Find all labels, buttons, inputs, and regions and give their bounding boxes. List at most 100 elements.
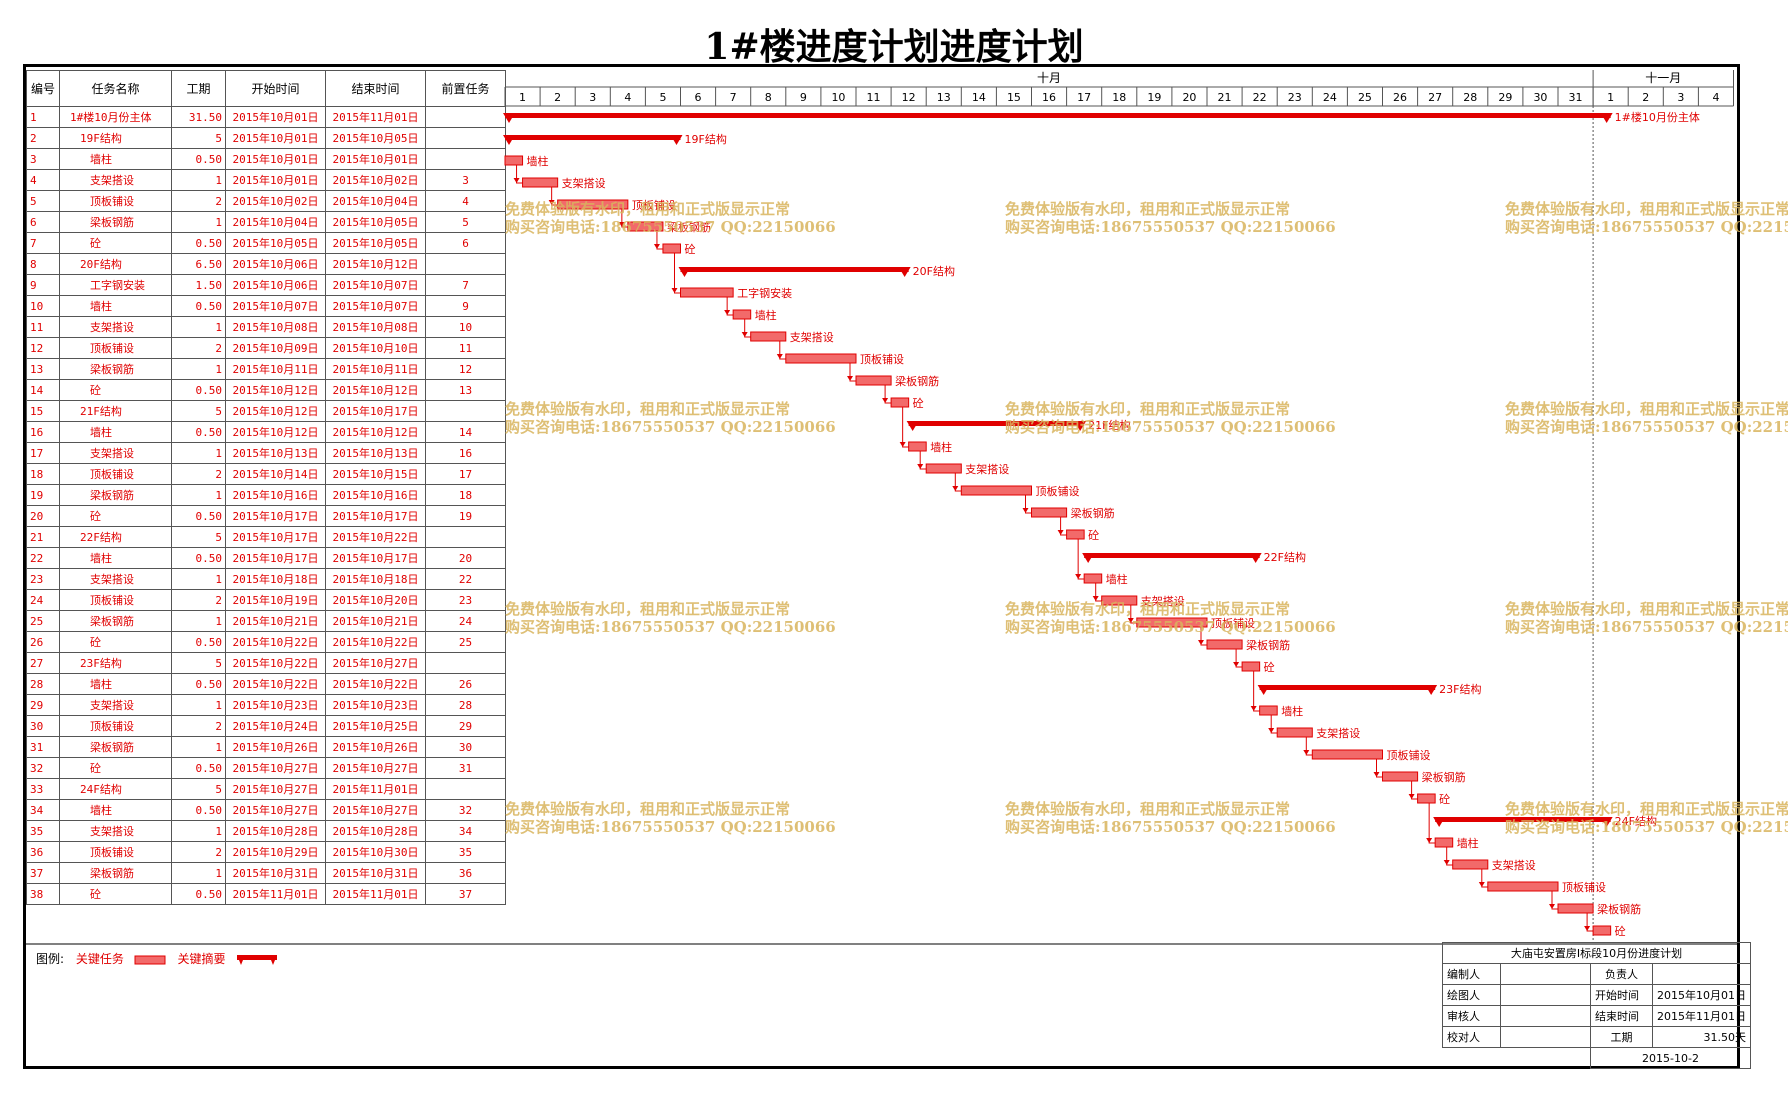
dependency-line [902, 407, 909, 448]
day-tick-label: 23 [1288, 91, 1302, 104]
task-start-cell: 2015年10月07日 [225, 295, 326, 317]
task-bar [1136, 617, 1208, 628]
dependency-arrowhead [1584, 926, 1591, 931]
task-id-cell: 13 [26, 358, 60, 380]
table-row: 33 24F结构 5 2015年10月27日 2015年11月01日 [26, 778, 506, 800]
task-pred-cell: 37 [425, 883, 506, 905]
summary-cap-end [1425, 685, 1438, 695]
task-bar [1241, 661, 1261, 672]
summary-bar [1435, 817, 1611, 822]
bar-label: 梁板钢筋 [1597, 902, 1641, 916]
day-tick-label: 24 [1323, 91, 1337, 104]
task-start-cell: 2015年10月01日 [225, 148, 326, 170]
table-row: 19 梁板钢筋 1 2015年10月16日 2015年10月16日 18 [26, 484, 506, 506]
task-name-cell: 支架搭设 [59, 694, 172, 716]
day-tick-label: 21 [1218, 91, 1232, 104]
table-row: 32 砼 0.50 2015年10月27日 2015年10月27日 31 [26, 757, 506, 779]
task-table: 编号 任务名称 工期 开始时间 结束时间 前置任务 1 1#楼10月份主体 31.5… [26, 70, 506, 905]
task-id-cell: 38 [26, 883, 60, 905]
summary-cap-end [1249, 553, 1262, 563]
task-bar [557, 199, 629, 210]
task-name-cell: 墙柱 [59, 547, 172, 569]
day-tick-label: 12 [902, 91, 916, 104]
task-start-cell: 2015年10月08日 [225, 316, 326, 338]
info-start: 2015年10月01日 [1652, 984, 1751, 1006]
summary-cap-end [670, 135, 683, 145]
bar-label: 顶板铺设 [860, 352, 904, 366]
task-duration-cell: 0.50 [171, 883, 226, 905]
summary-bar [908, 421, 1085, 426]
day-tick-label: 30 [1533, 91, 1547, 104]
task-end-cell: 2015年11月01日 [325, 883, 426, 905]
info-checker [1500, 1026, 1591, 1048]
task-name-cell: 墙柱 [59, 673, 172, 695]
dependency-arrowhead [1478, 882, 1485, 887]
task-bar [1031, 507, 1068, 518]
task-bar [504, 155, 524, 166]
month-label: 十月 [1037, 71, 1061, 85]
task-bar [1259, 705, 1278, 716]
bar-label: 顶板铺设 [1036, 484, 1080, 498]
info-drafter-label: 绘图人 [1442, 984, 1501, 1006]
task-bar [750, 331, 787, 342]
day-tick-label: 14 [972, 91, 986, 104]
dependency-arrowhead [724, 310, 731, 315]
table-row: 4 支架搭设 1 2015年10月01日 2015年10月02日 3 [26, 169, 506, 191]
task-bar [732, 309, 752, 320]
task-end-cell: 2015年10月16日 [325, 484, 426, 506]
task-start-cell: 2015年10月17日 [225, 526, 326, 548]
task-start-cell: 2015年10月12日 [225, 421, 326, 443]
info-responsible-label: 负责人 [1590, 963, 1653, 985]
dependency-arrowhead [1373, 772, 1380, 777]
table-row: 28 墙柱 0.50 2015年10月22日 2015年10月22日 26 [26, 673, 506, 695]
task-bar [960, 485, 1032, 496]
day-tick-label: 5 [659, 91, 666, 104]
legend: 图例: 关键任务 关键摘要 [36, 950, 281, 967]
bar-label: 21F结构 [1088, 418, 1130, 432]
task-name-cell: 19F结构 [59, 127, 172, 149]
task-bar [890, 397, 910, 408]
table-row: 30 顶板铺设 2 2015年10月24日 2015年10月25日 29 [26, 715, 506, 737]
task-name-cell: 顶板铺设 [59, 841, 172, 863]
day-tick-label: 15 [1007, 91, 1021, 104]
table-row: 2 19F结构 5 2015年10月01日 2015年10月05日 [26, 127, 506, 149]
table-row: 21 22F结构 5 2015年10月17日 2015年10月22日 [26, 526, 506, 548]
task-name-cell: 梁板钢筋 [59, 736, 172, 758]
task-id-cell: 17 [26, 442, 60, 464]
task-start-cell: 2015年10月28日 [225, 820, 326, 842]
table-row: 18 顶板铺设 2 2015年10月14日 2015年10月15日 17 [26, 463, 506, 485]
bar-label: 砼 [1264, 661, 1275, 674]
summary-cap-end [1074, 421, 1087, 431]
day-tick-label: 7 [730, 91, 737, 104]
legend-summary-swatch [237, 954, 278, 965]
info-table: 大庙屯安置房Ⅰ标段10月份进度计划 编制人 负责人 绘图人 开始时间 2015年… [1442, 942, 1751, 1069]
table-row: 15 21F结构 5 2015年10月12日 2015年10月17日 [26, 400, 506, 422]
task-end-cell: 2015年10月27日 [325, 652, 426, 674]
day-tick-label: 20 [1182, 91, 1196, 104]
summary-cap-start [906, 421, 919, 431]
summary-cap-end [1600, 817, 1613, 827]
task-pred-cell: 31 [425, 757, 506, 779]
bar-label: 墙柱 [527, 154, 549, 168]
table-row: 31 梁板钢筋 1 2015年10月26日 2015年10月26日 30 [26, 736, 506, 758]
chart-title: 1#楼进度计划进度计划 [704, 26, 1084, 68]
task-end-cell: 2015年10月31日 [325, 862, 426, 884]
day-tick-label: 29 [1498, 91, 1512, 104]
summary-cap-start [503, 135, 515, 145]
dependency-arrowhead [513, 178, 520, 183]
task-bar [1382, 771, 1419, 782]
task-end-cell: 2015年10月15日 [325, 463, 426, 485]
day-tick-label: 18 [1112, 91, 1126, 104]
bar-label: 20F结构 [913, 264, 955, 278]
day-tick-label: 17 [1077, 91, 1091, 104]
task-bar [1434, 837, 1454, 848]
dependency-arrowhead [1075, 574, 1082, 579]
task-start-cell: 2015年10月12日 [225, 379, 326, 401]
task-duration-cell: 0.50 [171, 232, 226, 254]
task-bar [680, 287, 734, 298]
task-duration-cell: 0.50 [171, 673, 226, 695]
day-tick-label: 11 [867, 91, 881, 104]
table-row: 12 顶板铺设 2 2015年10月09日 2015年10月10日 11 [26, 337, 506, 359]
task-start-cell: 2015年10月26日 [225, 736, 326, 758]
task-duration-cell: 0.50 [171, 505, 226, 527]
